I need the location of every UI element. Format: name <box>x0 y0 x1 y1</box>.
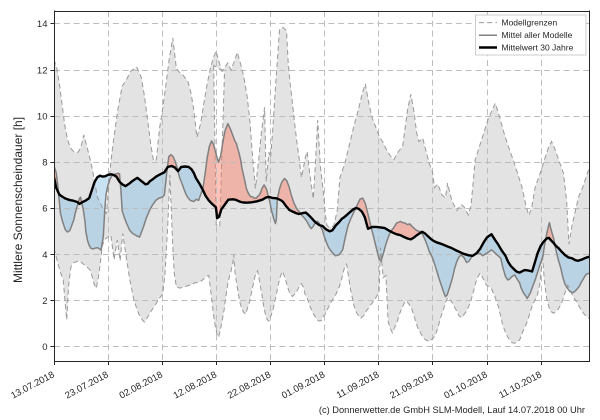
svg-text:0: 0 <box>42 342 47 353</box>
svg-text:Mittlere Sonnenscheindauer [h]: Mittlere Sonnenscheindauer [h] <box>11 117 25 283</box>
svg-text:4: 4 <box>42 250 47 261</box>
svg-text:Mittelwert 30 Jahre: Mittelwert 30 Jahre <box>502 42 574 52</box>
svg-text:10: 10 <box>37 111 48 122</box>
svg-text:(c) Donnerwetter.de GmbH SLM-M: (c) Donnerwetter.de GmbH SLM-Modell, Lau… <box>319 405 585 415</box>
svg-text:6: 6 <box>42 204 47 215</box>
svg-text:2: 2 <box>42 296 47 307</box>
svg-text:Mittel aller Modelle: Mittel aller Modelle <box>502 30 573 40</box>
svg-text:12: 12 <box>37 65 48 76</box>
svg-text:14: 14 <box>37 19 48 30</box>
svg-text:8: 8 <box>42 158 47 169</box>
svg-text:Modellgrenzen: Modellgrenzen <box>502 17 558 27</box>
